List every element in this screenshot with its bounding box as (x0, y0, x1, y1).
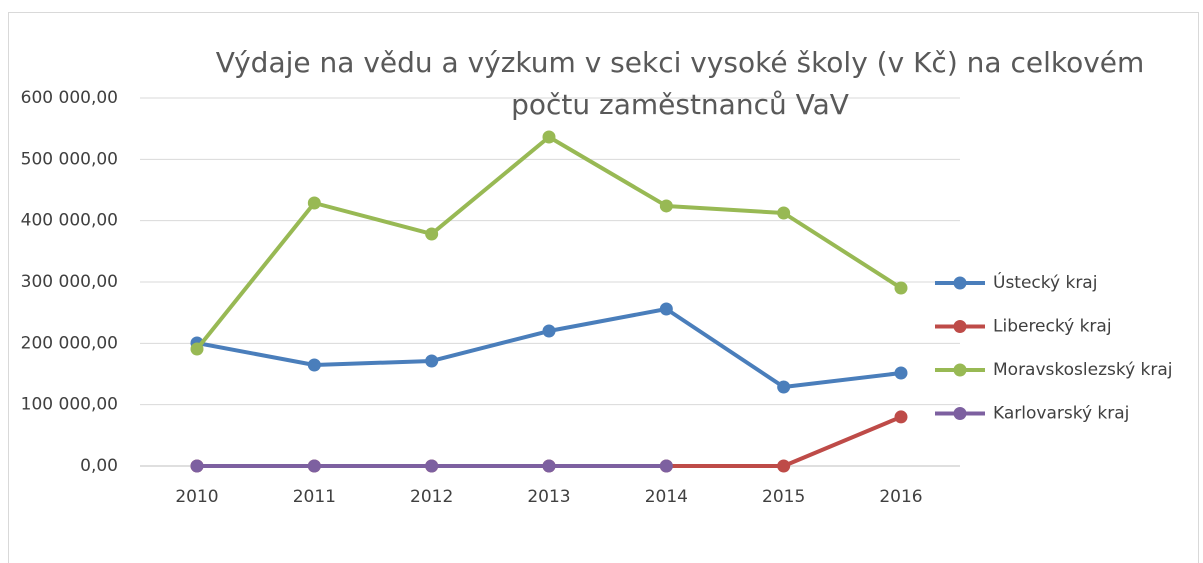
legend-label: Ústecký kraj (993, 271, 1097, 293)
data-point (777, 206, 791, 220)
chart-title: Výdaje na vědu a výzkum v sekci vysoké š… (215, 46, 1145, 121)
legend-label: Moravskoslezský kraj (993, 360, 1173, 380)
data-point (190, 342, 204, 356)
x-tick-label: 2010 (175, 487, 218, 507)
y-tick-label: 300 000,00 (21, 272, 118, 292)
data-point (659, 302, 673, 316)
y-tick-label: 400 000,00 (21, 211, 118, 231)
legend-marker (953, 363, 967, 377)
data-point (777, 459, 791, 473)
data-point (307, 459, 321, 473)
data-point (659, 459, 673, 473)
legend-label: Liberecký kraj (993, 317, 1112, 337)
y-tick-label: 600 000,00 (21, 88, 118, 108)
legend-label: Karlovarský kraj (993, 404, 1129, 424)
y-tick-label: 100 000,00 (21, 395, 118, 415)
series-line (196, 306, 902, 390)
data-point (777, 380, 791, 394)
x-tick-label: 2014 (645, 487, 688, 507)
data-point (425, 227, 439, 241)
data-point (894, 281, 908, 295)
legend-marker (953, 407, 967, 420)
data-point (894, 366, 908, 380)
x-tick-label: 2012 (410, 487, 453, 507)
series-line (195, 135, 903, 351)
data-point (542, 459, 556, 473)
legend-marker (953, 276, 967, 290)
data-point (307, 196, 321, 210)
data-point (425, 459, 439, 473)
legend-marker (953, 320, 967, 333)
data-point (542, 130, 556, 144)
y-tick-label: 500 000,00 (21, 149, 118, 169)
x-tick-label: 2015 (762, 487, 805, 507)
y-tick-label: 0,00 (80, 456, 118, 476)
x-tick-label: 2011 (293, 487, 336, 507)
data-point (307, 358, 321, 372)
x-tick-label: 2016 (879, 487, 922, 507)
series-line (197, 415, 902, 468)
data-point (659, 199, 673, 213)
chart-frame (8, 12, 1199, 563)
data-point (542, 324, 556, 338)
y-tick-label: 200 000,00 (21, 333, 118, 353)
x-tick-label: 2013 (527, 487, 570, 507)
data-point (894, 410, 908, 424)
data-point (425, 354, 439, 368)
data-point (190, 459, 204, 473)
